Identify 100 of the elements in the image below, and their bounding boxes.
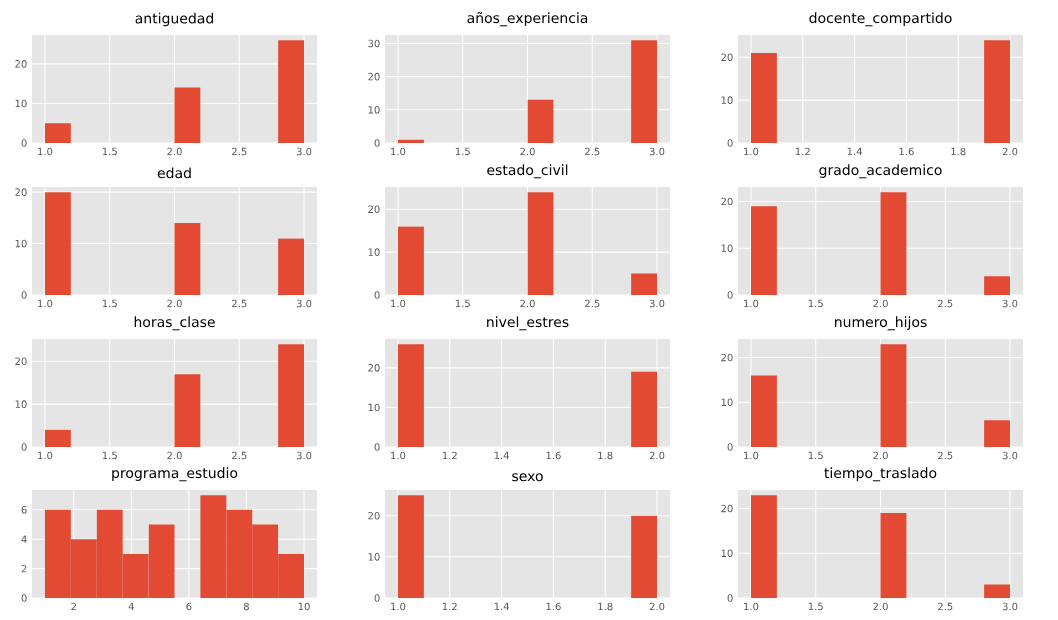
x-tick-label: 2.0 xyxy=(167,451,182,460)
y-tick-label: 10 xyxy=(721,244,733,253)
x-tick-label: 2.0 xyxy=(520,299,535,308)
x-tick-label: 1.0 xyxy=(744,451,759,460)
x-tick-label: 2.0 xyxy=(167,147,182,156)
y-tick-label: 2 xyxy=(21,564,27,573)
x-tick-label: 3.0 xyxy=(1002,299,1018,308)
x-tick-label: 1.0 xyxy=(391,602,406,611)
y-tick-label: 20 xyxy=(721,504,733,513)
y-tick-label: 20 xyxy=(368,364,380,372)
x-tick-label: 10 xyxy=(298,602,310,611)
x-tick-label: 2.5 xyxy=(232,451,247,460)
y-tick-label: 0 xyxy=(727,291,733,299)
y-tick-label: 20 xyxy=(15,188,27,196)
x-tick-label: 1.0 xyxy=(38,299,53,308)
x-tick-label: 3.0 xyxy=(649,147,665,156)
x-tick-label: 1.0 xyxy=(744,299,759,308)
chart-title: antiguedad xyxy=(135,12,214,27)
chart-title: grado_academico xyxy=(819,164,942,179)
y-tick-label: 20 xyxy=(368,511,380,520)
x-tick-label: 1.4 xyxy=(494,602,509,610)
y-tick-label: 20 xyxy=(721,353,733,362)
y-tick-label: 0 xyxy=(21,139,27,147)
x-tick-label: 2.0 xyxy=(167,299,182,308)
x-tick-label: 1.8 xyxy=(951,147,966,156)
y-tick-label: 0 xyxy=(374,594,380,602)
x-tick-label: 8 xyxy=(243,602,249,611)
chart-title: tiempo_traslado xyxy=(824,467,937,482)
y-tick-label: 20 xyxy=(721,197,733,206)
x-tick-label: 2.5 xyxy=(585,299,600,308)
y-tick-label: 20 xyxy=(368,72,380,81)
x-tick-label: 3.0 xyxy=(296,451,312,460)
y-tick-label: 30 xyxy=(368,39,380,48)
chart-title: docente_compartido xyxy=(809,12,952,27)
y-tick-label: 10 xyxy=(721,96,733,104)
x-tick-label: 6 xyxy=(186,602,192,611)
x-tick-label: 2.0 xyxy=(649,451,665,460)
y-tick-label: 20 xyxy=(368,205,380,214)
x-tick-label: 2.5 xyxy=(938,299,953,308)
x-tick-label: 1.0 xyxy=(38,451,53,460)
chart-title: numero_hijos xyxy=(835,316,927,331)
x-tick-label: 1.2 xyxy=(795,147,810,156)
x-tick-label: 1.5 xyxy=(102,299,117,308)
y-tick-label: 10 xyxy=(721,398,733,407)
y-tick-label: 10 xyxy=(15,400,27,408)
x-tick-label: 2.5 xyxy=(938,602,953,611)
x-tick-label: 2 xyxy=(71,602,76,611)
x-tick-label: 1.2 xyxy=(442,451,457,460)
x-tick-label: 1.0 xyxy=(744,602,759,611)
y-tick-label: 20 xyxy=(721,53,733,62)
x-tick-label: 2.5 xyxy=(232,299,247,308)
x-tick-label: 1.0 xyxy=(744,147,759,156)
y-tick-label: 0 xyxy=(374,139,380,147)
x-tick-label: 1.6 xyxy=(899,147,914,156)
chart-title: programa_estudio xyxy=(112,467,238,482)
x-tick-label: 1.0 xyxy=(391,147,406,156)
y-tick-label: 10 xyxy=(368,553,380,561)
x-tick-label: 1.0 xyxy=(391,451,406,460)
x-tick-label: 2.5 xyxy=(938,451,953,460)
x-tick-label: 2.0 xyxy=(873,602,888,611)
y-tick-label: 6 xyxy=(21,506,27,514)
y-tick-label: 10 xyxy=(15,99,27,108)
x-tick-label: 1.8 xyxy=(598,451,613,460)
x-tick-label: 1.6 xyxy=(546,451,561,460)
y-tick-label: 0 xyxy=(727,443,733,451)
x-tick-label: 2.0 xyxy=(520,147,535,156)
x-tick-label: 2.5 xyxy=(585,147,600,156)
y-tick-label: 10 xyxy=(368,248,380,256)
y-tick-label: 0 xyxy=(21,291,27,299)
y-tick-label: 4 xyxy=(21,535,27,543)
y-tick-label: 0 xyxy=(21,443,27,451)
x-tick-label: 2.0 xyxy=(1002,147,1018,156)
y-tick-label: 0 xyxy=(727,139,733,147)
x-tick-label: 3.0 xyxy=(296,299,312,308)
x-tick-label: 2.5 xyxy=(232,147,247,156)
y-tick-label: 0 xyxy=(374,443,380,451)
x-tick-label: 1.5 xyxy=(808,299,823,308)
x-tick-label: 1.0 xyxy=(391,299,406,308)
x-tick-label: 1.5 xyxy=(455,147,470,156)
x-tick-label: 3.0 xyxy=(296,147,312,156)
x-tick-label: 1.5 xyxy=(455,299,470,308)
y-tick-label: 10 xyxy=(721,549,733,558)
chart-title: estado_civil xyxy=(487,164,568,179)
y-tick-label: 0 xyxy=(21,594,27,602)
chart-title: años_experiencia xyxy=(467,12,588,27)
x-tick-label: 2.0 xyxy=(873,299,888,308)
x-tick-label: 1.5 xyxy=(808,602,823,611)
x-tick-label: 3.0 xyxy=(649,299,665,308)
x-tick-label: 1.5 xyxy=(102,451,117,460)
x-tick-label: 1.4 xyxy=(494,451,509,459)
y-tick-label: 20 xyxy=(15,60,27,68)
x-tick-label: 1.8 xyxy=(598,602,613,611)
x-tick-label: 1.0 xyxy=(38,147,53,156)
x-tick-label: 1.4 xyxy=(847,147,862,155)
chart-title: sexo xyxy=(512,473,543,482)
y-tick-label: 0 xyxy=(374,291,380,299)
y-tick-label: 0 xyxy=(727,594,733,602)
x-tick-label: 2.0 xyxy=(649,602,665,611)
chart-title: nivel_estres xyxy=(487,316,569,331)
y-tick-label: 10 xyxy=(15,239,27,248)
